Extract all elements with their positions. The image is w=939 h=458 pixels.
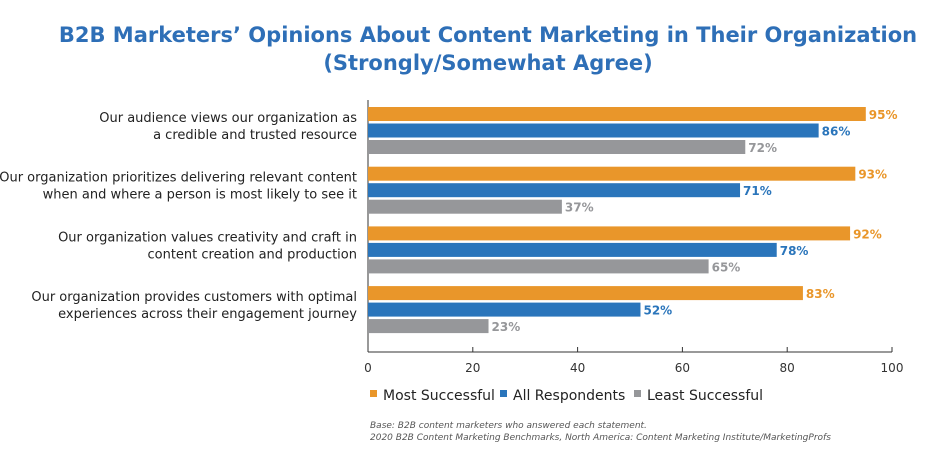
data-label: 86% — [822, 125, 851, 139]
data-label: 93% — [858, 168, 887, 182]
x-tick-label: 100 — [881, 361, 904, 375]
category-label: Our organization provides customers with… — [31, 290, 357, 305]
data-label: 83% — [806, 287, 835, 301]
x-tick-label: 0 — [364, 361, 372, 375]
bar-least-successful — [368, 259, 709, 274]
category-label: Our audience views our organization as — [99, 111, 357, 126]
data-label: 52% — [643, 304, 672, 318]
bar-least-successful — [368, 199, 562, 214]
bar-least-successful — [368, 319, 489, 334]
bar-all-respondents — [368, 302, 641, 317]
data-label: 92% — [853, 227, 882, 241]
category-label: when and where a person is most likely t… — [43, 188, 357, 203]
data-label: 37% — [565, 201, 594, 215]
legend-swatch — [500, 390, 507, 397]
legend-swatch — [370, 390, 377, 397]
bar-most-successful — [368, 166, 856, 181]
bar-most-successful — [368, 226, 851, 241]
bar-all-respondents — [368, 123, 819, 138]
data-label: 78% — [780, 244, 809, 258]
category-label: Our organization values creativity and c… — [58, 230, 357, 245]
chart-title: B2B Marketers’ Opinions About Content Ma… — [59, 23, 917, 47]
category-label: Our organization prioritizes delivering … — [0, 171, 357, 186]
bar-most-successful — [368, 286, 803, 301]
data-label: 95% — [869, 108, 898, 122]
bar-most-successful — [368, 107, 866, 121]
data-label: 23% — [492, 320, 521, 334]
legend-swatch — [634, 390, 641, 397]
x-tick-label: 60 — [675, 361, 690, 375]
data-label: 71% — [743, 184, 772, 198]
category-label: content creation and production — [147, 247, 357, 262]
x-tick-label: 40 — [570, 361, 585, 375]
category-label: experiences across their engagement jour… — [58, 307, 357, 322]
x-tick-label: 20 — [465, 361, 480, 375]
bar-all-respondents — [368, 242, 777, 257]
bar-least-successful — [368, 140, 746, 154]
chart-subtitle: (Strongly/Somewhat Agree) — [323, 51, 652, 75]
data-label: 65% — [712, 260, 741, 274]
legend-label: All Respondents — [513, 388, 625, 404]
category-label: a credible and trusted resource — [153, 128, 357, 143]
x-tick-label: 80 — [780, 361, 795, 375]
bar-all-respondents — [368, 183, 741, 198]
legend-label: Most Successful — [383, 388, 495, 404]
data-label: 72% — [748, 141, 777, 155]
footnote: 2020 B2B Content Marketing Benchmarks, N… — [370, 433, 831, 443]
footnote: Base: B2B content marketers who answered… — [370, 421, 647, 431]
legend-label: Least Successful — [647, 388, 763, 404]
